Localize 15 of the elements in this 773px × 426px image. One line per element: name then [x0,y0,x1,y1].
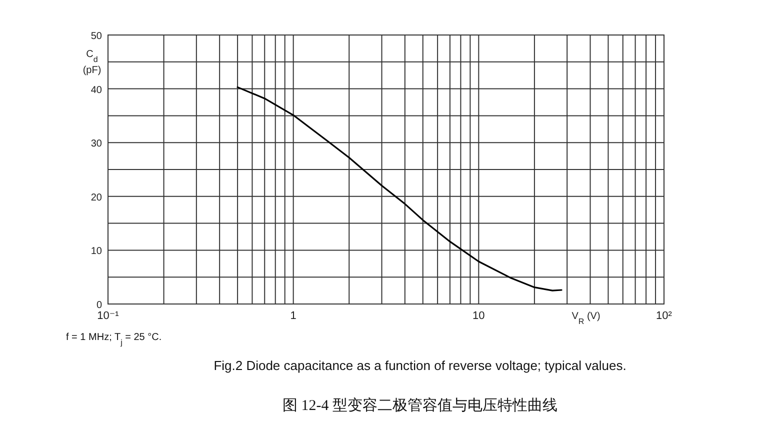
x-tick-label: 10 [472,310,485,322]
x-axis-title: V$_{R}$ (V) [572,311,600,326]
caption: Fig.2 Diode capacitance as a function of reverse voltage; typical values. [214,358,626,373]
y-tick-label: 0 [96,300,102,311]
y-tick-label: 30 [90,138,102,150]
y-tick-label: 10 [90,246,102,258]
y-tick-label: 40 [90,84,102,96]
y-axis-title: C$_{d}$ (pF) [82,49,102,76]
y-tick-label: 20 [90,192,102,204]
caption: 图 12-4 型变容二极管容值与电压特性曲线 [282,397,558,414]
x-tick-label: 10⁻¹ [97,310,120,322]
x-tick-label: 1 [290,310,296,322]
x-tick-label: 10² [656,310,672,322]
text: f = 1 MHz; T$_{j}$ = 25 °C. [66,332,162,346]
y-tick-label: 50 [90,31,102,42]
